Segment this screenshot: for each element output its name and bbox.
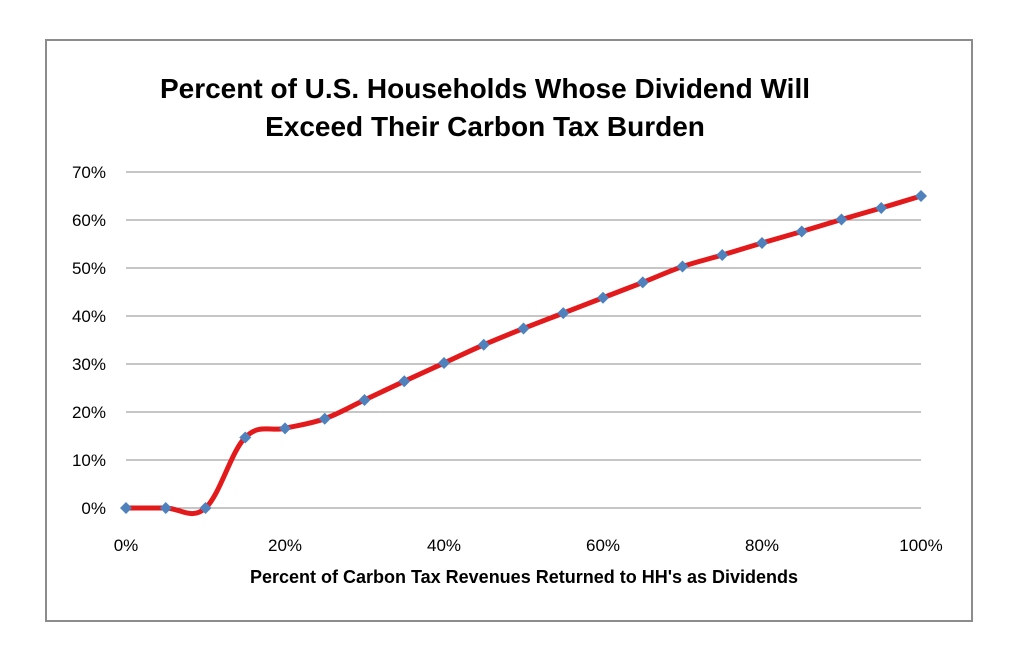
data-point-marker	[477, 338, 490, 351]
data-point-marker	[318, 412, 331, 425]
y-axis-ticks: 0% 10% 20% 30% 40% 50% 60% 70%	[72, 163, 106, 518]
x-tick-label: 20%	[268, 536, 302, 555]
data-point-marker	[875, 202, 888, 214]
y-tick-label: 50%	[72, 259, 106, 278]
data-point-marker	[915, 190, 927, 202]
data-point-marker	[636, 276, 649, 289]
x-axis-ticks: 0% 20% 40% 60% 80% 100%	[114, 536, 943, 555]
data-point-marker	[597, 291, 609, 304]
x-tick-label: 0%	[114, 536, 139, 555]
data-point-marker	[795, 225, 808, 238]
y-tick-label: 20%	[72, 403, 106, 422]
data-point-marker	[835, 213, 848, 226]
series-markers	[120, 190, 927, 514]
chart-title-line-2: Exceed Their Carbon Tax Burden	[265, 111, 705, 142]
x-tick-label: 80%	[745, 536, 779, 555]
y-tick-label: 70%	[72, 163, 106, 182]
data-point-marker	[676, 260, 689, 273]
data-point-marker	[517, 322, 530, 335]
data-point-marker	[716, 249, 729, 262]
series-line	[123, 193, 924, 517]
y-tick-label: 40%	[72, 307, 106, 326]
y-tick-label: 30%	[72, 355, 106, 374]
x-axis-label: Percent of Carbon Tax Revenues Returned …	[249, 567, 799, 587]
x-tick-label: 40%	[427, 536, 461, 555]
gridlines	[126, 171, 921, 509]
data-point-marker	[279, 422, 291, 435]
chart-title: Percent of U.S. Households Whose Dividen…	[45, 70, 925, 146]
chart-title-line-1: Percent of U.S. Households Whose Dividen…	[159, 73, 811, 104]
y-tick-label: 0%	[81, 499, 106, 518]
y-tick-label: 10%	[72, 451, 106, 470]
data-point-marker	[120, 502, 132, 514]
data-point-marker	[239, 431, 252, 444]
x-tick-label: 100%	[899, 536, 942, 555]
data-point-marker	[159, 502, 172, 514]
data-point-marker	[438, 357, 450, 370]
chart-frame	[45, 39, 973, 622]
data-point-marker	[199, 502, 212, 514]
data-point-marker	[756, 237, 768, 250]
x-tick-label: 60%	[586, 536, 620, 555]
data-point-marker	[358, 394, 371, 406]
data-point-marker	[398, 375, 411, 388]
data-point-marker	[557, 307, 570, 320]
y-tick-label: 60%	[72, 211, 106, 230]
